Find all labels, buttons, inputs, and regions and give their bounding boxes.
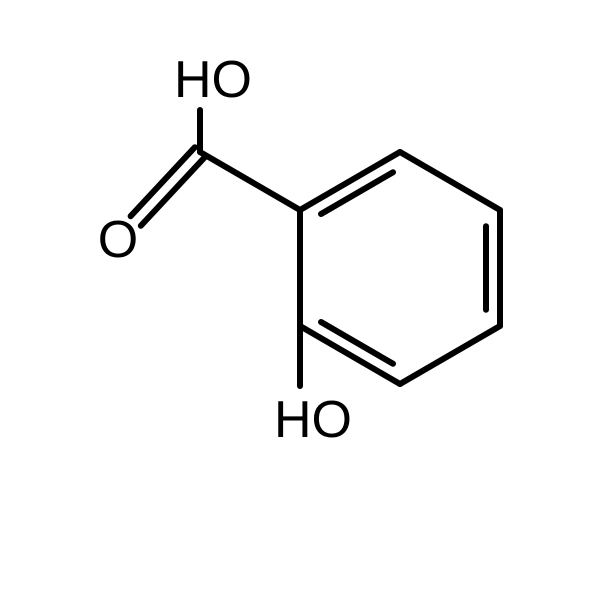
atom-label-o1: HO <box>174 51 252 109</box>
atom-label-o2: O <box>98 211 138 269</box>
atom-label-o3: HO <box>274 391 352 449</box>
molecule-diagram: HO O HO <box>0 0 600 600</box>
